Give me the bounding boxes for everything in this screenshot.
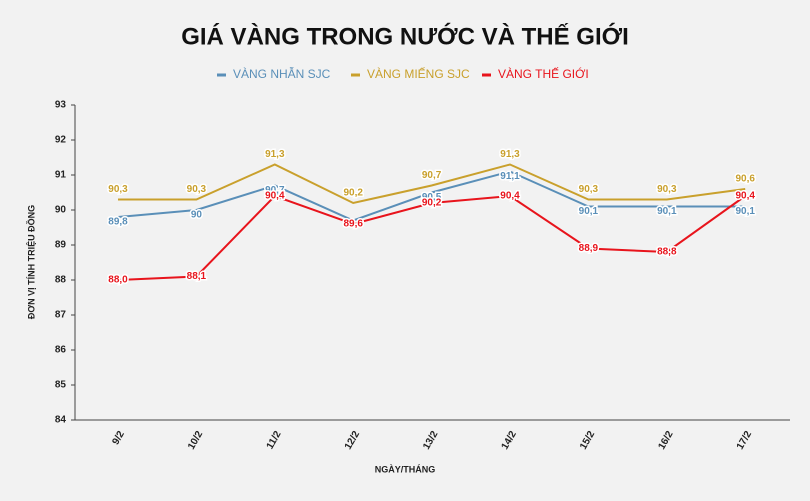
value-label: 90,4 <box>500 191 520 202</box>
series-line <box>118 163 746 205</box>
y-tick-label: 88 <box>55 275 67 286</box>
series-line <box>117 194 746 281</box>
x-axis-label: NGÀY/THÁNG <box>375 464 436 474</box>
value-label: 88,0 <box>108 275 128 286</box>
y-tick-label: 90 <box>55 205 67 216</box>
value-label: 90,3 <box>579 184 599 195</box>
value-label: 90,3 <box>187 184 207 195</box>
legend-label: VÀNG THẾ GIỚI <box>498 66 589 81</box>
value-label: 91,3 <box>265 149 285 160</box>
legend-label: VÀNG NHẪN SJC <box>233 66 331 81</box>
y-tick-label: 84 <box>55 415 67 426</box>
value-label: 90,2 <box>422 198 442 209</box>
value-label: 90,1 <box>735 206 755 217</box>
y-tick-label: 89 <box>55 240 67 251</box>
value-label: 90,6 <box>735 174 755 185</box>
value-label: 91,3 <box>500 149 520 160</box>
value-label: 91,1 <box>500 171 520 182</box>
value-label: 90,5 <box>422 192 442 203</box>
y-tick-label: 86 <box>55 345 67 356</box>
value-label: 90,1 <box>579 206 599 217</box>
value-label: 90,4 <box>735 191 755 202</box>
value-label: 90,2 <box>343 188 363 199</box>
value-label: 90,4 <box>265 191 285 202</box>
value-label: 90,3 <box>657 184 677 195</box>
y-tick-label: 93 <box>55 100 67 111</box>
y-tick-label: 87 <box>55 310 67 321</box>
value-label: 90,7 <box>265 185 285 196</box>
series-line <box>117 170 746 222</box>
y-tick-label: 92 <box>55 135 67 146</box>
value-label: 89,6 <box>343 219 363 230</box>
y-tick-label: 91 <box>55 170 67 181</box>
legend-label: VÀNG MIẾNG SJC <box>367 66 470 81</box>
value-label: 90,1 <box>657 206 677 217</box>
value-label: 88,1 <box>187 271 207 282</box>
value-label: 90,3 <box>108 184 128 195</box>
y-axis-label: ĐƠN VỊ TÍNH TRIỆU ĐỒNG <box>25 205 36 319</box>
value-label: 90,7 <box>422 170 442 181</box>
value-label: 89,8 <box>108 217 128 228</box>
value-label: 88,8 <box>657 247 677 258</box>
value-label: 90 <box>191 210 203 221</box>
y-tick-label: 85 <box>55 380 67 391</box>
value-label: 88,9 <box>579 243 599 254</box>
chart-title: GIÁ VÀNG TRONG NƯỚC VÀ THẾ GIỚI <box>181 22 629 50</box>
